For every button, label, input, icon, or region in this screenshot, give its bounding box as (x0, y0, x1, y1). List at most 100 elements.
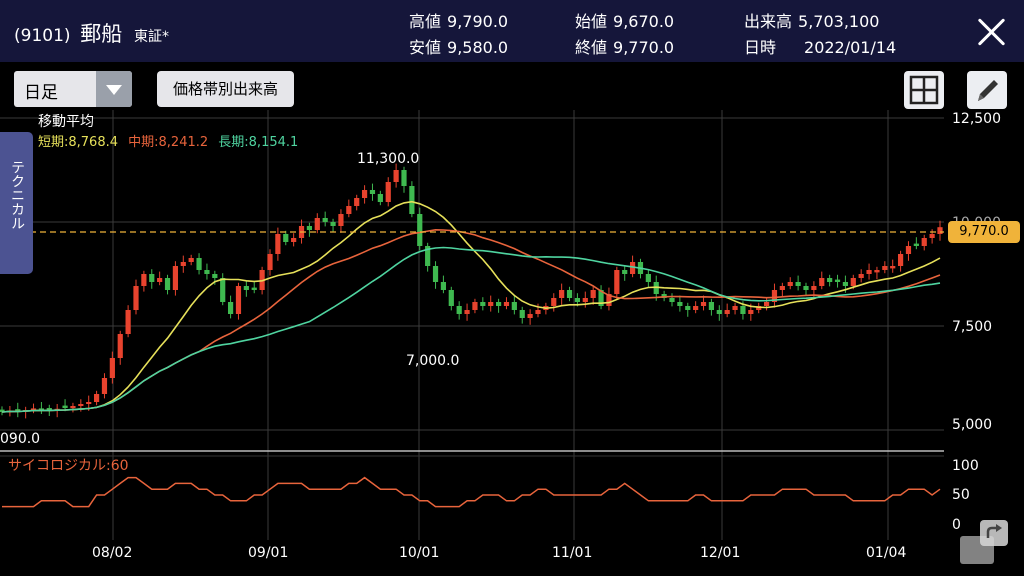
stat-low: 安値 9,580.0 (409, 38, 509, 57)
candle (614, 270, 620, 294)
candle (590, 290, 596, 298)
candle (212, 274, 218, 278)
candle (582, 298, 588, 302)
candle (606, 294, 612, 306)
period-select-value: 日足 (24, 83, 58, 103)
candle (811, 286, 817, 290)
candle (779, 286, 785, 290)
psy-line (2, 476, 941, 508)
candle (346, 206, 352, 214)
ma-short-label: 短期:8,768.4 (38, 135, 118, 150)
psy-tick-label: 50 (952, 487, 970, 503)
pencil-icon (978, 80, 998, 101)
candle (354, 198, 360, 206)
candle (401, 170, 407, 186)
ma-long-line (1, 246, 941, 413)
candle (511, 302, 517, 310)
candle (164, 278, 171, 290)
candle (38, 408, 45, 410)
candle (306, 226, 313, 230)
candle (149, 274, 155, 282)
psy-label: サイコロジカル:60 (8, 458, 129, 474)
high-annotation: 11,300.0 (357, 151, 420, 167)
candle (495, 302, 502, 306)
volume-profile-button[interactable]: 価格帯別出来高 (157, 71, 294, 107)
candle (535, 310, 541, 314)
candle (858, 274, 864, 278)
candle (440, 282, 447, 290)
candle (519, 310, 525, 318)
candle (464, 310, 470, 314)
expand-button[interactable] (958, 516, 1010, 568)
candle (574, 298, 581, 302)
candle (243, 286, 249, 290)
ma-title: 移動平均 (38, 114, 94, 130)
candle (929, 234, 935, 238)
candle (921, 238, 927, 246)
y-tick-label: 7,500 (952, 319, 993, 335)
candle (771, 290, 778, 302)
stat-volume: 出来高 5,703,100 (744, 12, 880, 31)
candle (196, 258, 202, 270)
candle (227, 302, 234, 314)
candle (70, 406, 76, 408)
layout-grid-button[interactable] (904, 71, 944, 109)
candle (803, 286, 809, 290)
candle (827, 278, 833, 282)
candle (629, 262, 636, 274)
candle (220, 278, 226, 302)
candle (850, 278, 856, 286)
candle (834, 279, 841, 282)
ma-mid-label: 中期:8,241.2 (128, 135, 209, 150)
candle (456, 306, 462, 314)
candle (503, 302, 510, 306)
candle (432, 266, 439, 282)
stat-date: 日時 2022/01/14 (744, 38, 897, 57)
candle (93, 394, 100, 402)
candle (377, 194, 383, 202)
candle (314, 218, 320, 230)
candle (275, 234, 281, 254)
candle (180, 262, 186, 266)
candle (291, 238, 297, 242)
candle (393, 170, 399, 182)
candle (882, 266, 888, 270)
stat-high: 高値 9,790.0 (409, 12, 509, 31)
candle (551, 298, 557, 306)
candle (157, 278, 163, 282)
candle (740, 306, 746, 314)
candle (677, 302, 683, 306)
candle (125, 310, 131, 334)
candle (322, 218, 328, 222)
draw-button[interactable] (967, 71, 1007, 109)
candle (913, 243, 919, 246)
candle (905, 246, 912, 254)
candle (897, 254, 904, 266)
candle (866, 270, 872, 274)
technical-tab[interactable]: テクニカル (0, 132, 33, 274)
candle (724, 310, 730, 314)
candle (235, 286, 242, 314)
candle (409, 186, 415, 214)
candle (685, 306, 691, 310)
candle (133, 286, 139, 310)
candle (622, 270, 628, 274)
candle (78, 404, 84, 406)
candle (425, 246, 431, 266)
candle (46, 408, 52, 411)
share-icon (960, 520, 1008, 564)
candle (842, 282, 849, 286)
y-tick-label: 12,500 (952, 111, 1001, 127)
grid-icon (909, 75, 939, 105)
candle (708, 302, 715, 310)
candle (86, 402, 92, 404)
psy-tick-label: 0 (952, 517, 961, 533)
candle (669, 298, 675, 302)
candle (15, 409, 21, 412)
candle (716, 310, 722, 314)
candle (795, 282, 801, 286)
candle (338, 214, 344, 226)
period-select[interactable]: 日足 (14, 71, 132, 107)
ma-short-line (1, 200, 941, 413)
